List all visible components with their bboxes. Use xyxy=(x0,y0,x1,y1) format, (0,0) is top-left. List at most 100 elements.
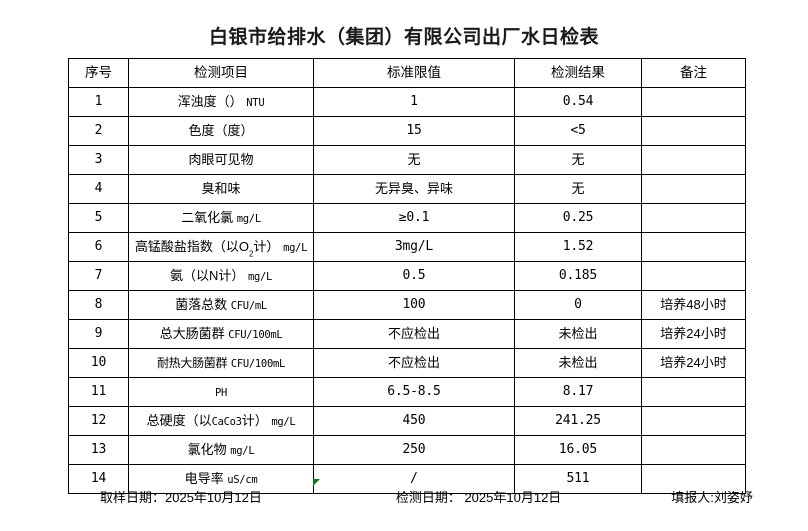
table-row: 12 总硬度（以CaCo3计） mg/L 450 241.25 xyxy=(68,406,746,436)
cell-note xyxy=(641,203,746,233)
item-unit: mg/L xyxy=(230,444,255,457)
cell-seq: 8 xyxy=(68,290,129,320)
cell-seq: 11 xyxy=(68,377,129,407)
cell-note xyxy=(641,377,746,407)
footer: 取样日期：2025年10月12日 检测日期： 2025年10月12日 填报人:刘… xyxy=(68,484,753,508)
item-unit: PH xyxy=(214,386,228,399)
table-header-row: 序号 检测项目 标准限值 检测结果 备注 xyxy=(68,58,746,88)
cell-item: 总硬度（以CaCo3计） mg/L xyxy=(128,406,314,436)
cell-seq: 3 xyxy=(68,145,129,175)
cell-item: 肉眼可见物 xyxy=(128,145,314,175)
item-unit: NTU xyxy=(246,96,265,109)
cell-item: 电导率 uS/cm xyxy=(128,464,314,494)
table-row: 14 电导率 uS/cm/511 xyxy=(68,464,746,494)
cell-item: 耐热大肠菌群 CFU/100mL xyxy=(128,348,314,378)
cell-item: PH xyxy=(128,377,314,407)
item-subscript: 2 xyxy=(248,249,254,259)
item-name: 氯化物 xyxy=(187,441,227,457)
cell-result: 16.05 xyxy=(514,435,642,465)
cell-standard-limit: 15 xyxy=(313,116,515,146)
table-row: 8 菌落总数 CFU/mL 100 0 培养48小时 xyxy=(68,290,746,320)
item-formula: CaCo3 xyxy=(211,415,242,428)
cell-item: 二氧化氯 mg/L xyxy=(128,203,314,233)
item-name: 色度（度） xyxy=(188,122,254,138)
cell-seq: 14 xyxy=(68,464,129,494)
item-name: 肉眼可见物 xyxy=(188,151,254,167)
table-body: 1 浑浊度（） NTU 1 0.54 2 色度（度） 15 <5 3 肉眼可见物无无 4 臭和味 无异臭… xyxy=(68,87,746,494)
cell-item: 色度（度） xyxy=(128,116,314,146)
header-note: 备注 xyxy=(641,58,746,88)
cell-result: 0.185 xyxy=(514,261,642,291)
table-row: 4 臭和味 无异臭、异味无 xyxy=(68,174,746,204)
header-result: 检测结果 xyxy=(514,58,642,88)
cell-standard-limit: ≥0.1 xyxy=(313,203,515,233)
item-name: 浑浊度（ xyxy=(177,93,230,109)
item-unit: mg/L xyxy=(247,270,273,283)
cell-item: 氨（以N计） mg/L xyxy=(128,261,314,291)
cell-note xyxy=(641,145,746,175)
cell-item: 氯化物 mg/L xyxy=(128,435,314,465)
test-date-label: 检测日期： 2025年10月12日 xyxy=(395,489,562,505)
cell-note: 培养48小时 xyxy=(641,290,746,320)
item-name: 二氧化氯 xyxy=(181,209,234,225)
cell-result: 241.25 xyxy=(514,406,642,436)
item-name: 臭和味 xyxy=(201,180,241,196)
cell-result: 未检出 xyxy=(514,319,642,349)
header-limit: 标准限值 xyxy=(313,58,515,88)
cell-item: 高锰酸盐指数（以O2计） mg/L xyxy=(128,232,314,262)
table-row: 5 二氧化氯 mg/L ≥0.1 0.25 xyxy=(68,203,746,233)
cell-result: 无 xyxy=(514,145,642,175)
item-unit: mg/L xyxy=(236,212,261,225)
page-title: 白银市给排水（集团）有限公司出厂水日检表 xyxy=(208,26,599,48)
item-unit: uS/cm xyxy=(227,473,258,486)
item-unit: mg/L xyxy=(283,241,308,254)
cell-note: 培养24小时 xyxy=(641,348,746,378)
cell-standard-limit: 3mg/L xyxy=(313,232,515,262)
item-tail: 计） xyxy=(253,238,280,254)
item-unit: CFU/100mL xyxy=(228,328,283,341)
cell-result: <5 xyxy=(514,116,642,146)
item-name: 总大肠菌群 xyxy=(159,325,225,341)
item-name: 耐热大肠菌群 xyxy=(156,355,228,370)
table-row: 1 浑浊度（） NTU 1 0.54 xyxy=(68,87,746,117)
item-tail: ） xyxy=(229,93,243,109)
cell-standard-limit: 6.5-8.5 xyxy=(313,377,515,407)
table-row: 3 肉眼可见物 无无 xyxy=(68,145,746,175)
reporter-label: 填报人:刘姿妤 xyxy=(671,489,753,505)
cell-standard-limit: 无异臭、异味 xyxy=(313,174,515,204)
cell-seq: 9 xyxy=(68,319,129,349)
cell-result: 0.54 xyxy=(514,87,642,117)
cell-seq: 7 xyxy=(68,261,129,291)
cell-note xyxy=(641,174,746,204)
cell-item: 总大肠菌群 CFU/100mL xyxy=(128,319,314,349)
cell-note xyxy=(641,464,746,494)
cell-note xyxy=(641,435,746,465)
cell-seq: 6 xyxy=(68,232,129,262)
cell-standard-limit: 250 xyxy=(313,435,515,465)
cell-standard-limit: 不应检出 xyxy=(313,319,515,349)
item-name: 总硬度（以 xyxy=(146,412,212,428)
cell-note xyxy=(641,261,746,291)
cell-item: 菌落总数 CFU/mL xyxy=(128,290,314,320)
header-item: 检测项目 xyxy=(128,58,314,88)
cell-note: 培养24小时 xyxy=(641,319,746,349)
table-row: 7 氨（以N计） mg/L 0.5 0.185 xyxy=(68,261,746,291)
item-name: 高锰酸盐指数（以O xyxy=(134,238,249,254)
inspection-table: 序号 检测项目 标准限值 检测结果 备注 1 浑浊度（） NTU 1 0.54 2 色度（… xyxy=(68,58,746,494)
cell-seq: 1 xyxy=(68,87,129,117)
cell-standard-limit: 0.5 xyxy=(313,261,515,291)
item-unit-secondary: mg/L xyxy=(271,415,296,428)
cell-seq: 2 xyxy=(68,116,129,146)
cell-seq: 12 xyxy=(68,406,129,436)
cell-result: 1.52 xyxy=(514,232,642,262)
cell-seq: 5 xyxy=(68,203,129,233)
cell-seq: 10 xyxy=(68,348,129,378)
table-row: 13 氯化物 mg/L 250 16.05 xyxy=(68,435,746,465)
header-seq: 序号 xyxy=(68,58,129,88)
cell-result: 0 xyxy=(514,290,642,320)
cell-item: 臭和味 xyxy=(128,174,314,204)
cell-item: 浑浊度（） NTU xyxy=(128,87,314,117)
item-unit: CFU/100mL xyxy=(230,357,286,370)
table-row: 10 耐热大肠菌群 CFU/100mL 不应检出 未检出 培养24小时 xyxy=(68,348,746,378)
cell-result: 8.17 xyxy=(514,377,642,407)
